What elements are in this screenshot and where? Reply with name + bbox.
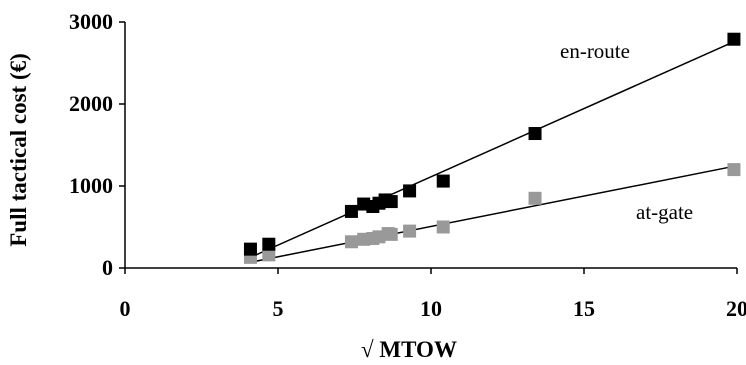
data-point-at-gate [262, 248, 276, 262]
y-axis-title: Full tactical cost (€) [6, 53, 31, 247]
data-point-en-route [262, 237, 276, 251]
x-tick-label: 10 [420, 296, 442, 321]
data-point-en-route [403, 184, 417, 198]
series-label-at-gate: at-gate [636, 200, 693, 224]
series-label-en-route: en-route [560, 39, 630, 63]
data-point-at-gate [727, 163, 741, 177]
y-tick-label: 2000 [69, 91, 113, 116]
data-point-en-route [243, 242, 257, 256]
trendline-at-gate [250, 165, 735, 263]
data-point-en-route [384, 195, 398, 209]
x-tick-label: 5 [273, 296, 284, 321]
plot-area: 0 1000 2000 3000 0 5 10 15 20 [69, 9, 746, 321]
x-axis-ticks: 0 5 10 15 20 [120, 268, 746, 321]
data-point-at-gate [403, 224, 417, 238]
data-markers [243, 32, 741, 264]
data-point-en-route [727, 32, 741, 46]
trendline-en-route [250, 40, 735, 259]
trendlines [250, 40, 735, 263]
data-point-en-route [344, 204, 358, 218]
data-point-at-gate [528, 191, 542, 205]
x-tick-label: 20 [726, 296, 746, 321]
y-tick-label: 3000 [69, 9, 113, 34]
data-point-en-route [528, 127, 542, 141]
data-point-at-gate [436, 220, 450, 234]
x-tick-label: 0 [120, 296, 131, 321]
data-point-at-gate [384, 227, 398, 241]
x-tick-label: 15 [573, 296, 595, 321]
y-axis-ticks: 0 1000 2000 3000 [69, 9, 125, 280]
y-tick-label: 1000 [69, 173, 113, 198]
data-point-at-gate [344, 235, 358, 249]
y-tick-label: 0 [102, 255, 113, 280]
x-axis-title: √ MTOW [361, 337, 457, 362]
data-point-en-route [436, 174, 450, 188]
